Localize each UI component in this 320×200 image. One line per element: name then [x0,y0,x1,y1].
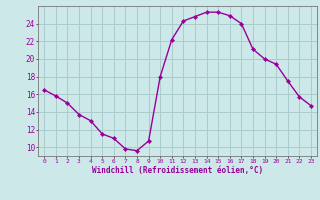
X-axis label: Windchill (Refroidissement éolien,°C): Windchill (Refroidissement éolien,°C) [92,166,263,175]
